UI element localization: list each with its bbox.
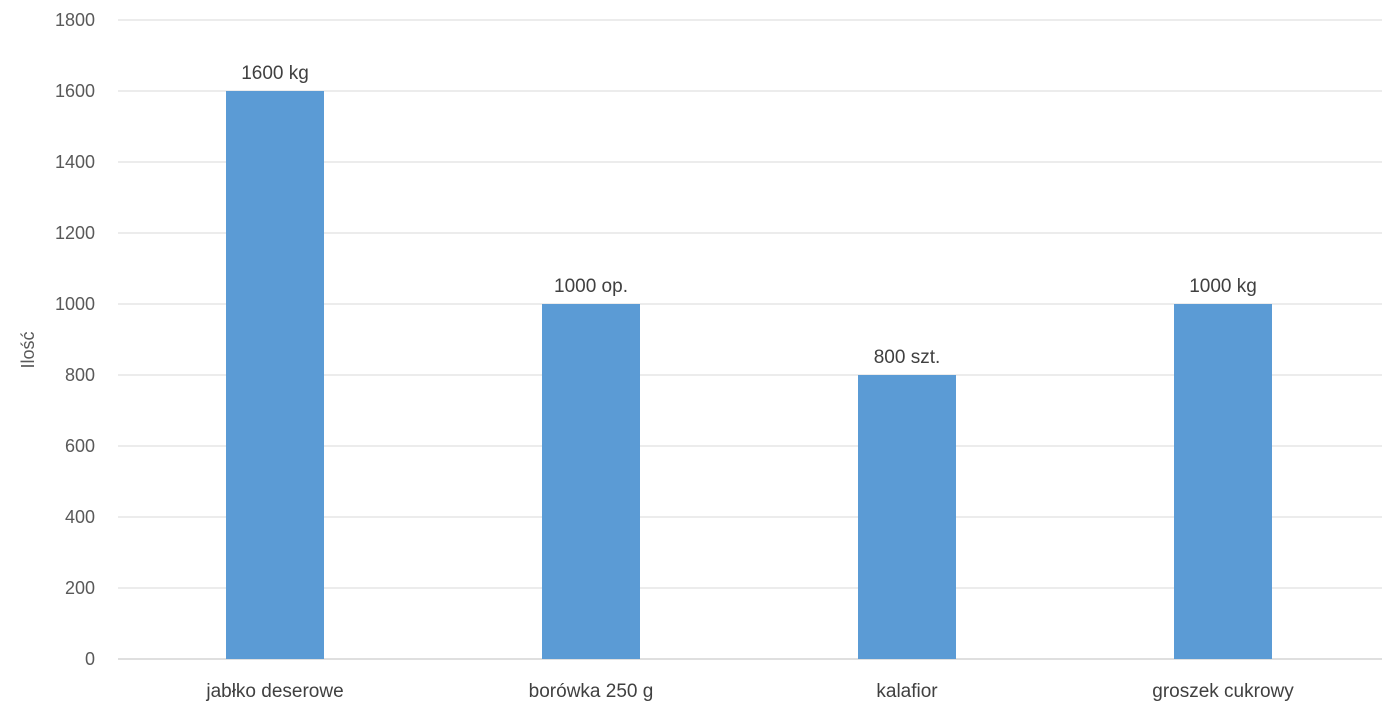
data-label: 800 szt. [874, 347, 941, 368]
y-tick-label: 800 [65, 365, 95, 385]
bar [542, 304, 640, 659]
data-label: 1000 op. [554, 276, 628, 297]
bars [226, 91, 1272, 659]
gridlines [118, 19, 1382, 660]
category-label: kalafior [876, 681, 938, 702]
category-labels: jabłko deserowe borówka 250 g kalafior gros… [205, 681, 1294, 702]
data-label: 1000 kg [1189, 276, 1257, 297]
y-tick-label: 400 [65, 507, 95, 527]
y-axis-ticks: 0 200 400 600 800 1000 1200 1400 1600 1800 [55, 10, 95, 669]
category-label: groszek cukrowy [1152, 681, 1294, 702]
bar [858, 375, 956, 659]
y-tick-label: 1600 [55, 81, 95, 101]
bar [226, 91, 324, 659]
y-tick-label: 1000 [55, 294, 95, 314]
data-label: 1600 kg [241, 63, 309, 84]
y-tick-label: 200 [65, 578, 95, 598]
category-label: jabłko deserowe [205, 681, 343, 702]
y-axis-title: Ilość [18, 331, 38, 368]
y-tick-label: 1800 [55, 10, 95, 30]
data-labels: 1600 kg 1000 op. 800 szt. 1000 kg [241, 63, 1257, 368]
bar [1174, 304, 1272, 659]
y-tick-label: 0 [85, 649, 95, 669]
y-tick-label: 1200 [55, 223, 95, 243]
y-tick-label: 600 [65, 436, 95, 456]
category-label: borówka 250 g [529, 681, 654, 702]
y-tick-label: 1400 [55, 152, 95, 172]
